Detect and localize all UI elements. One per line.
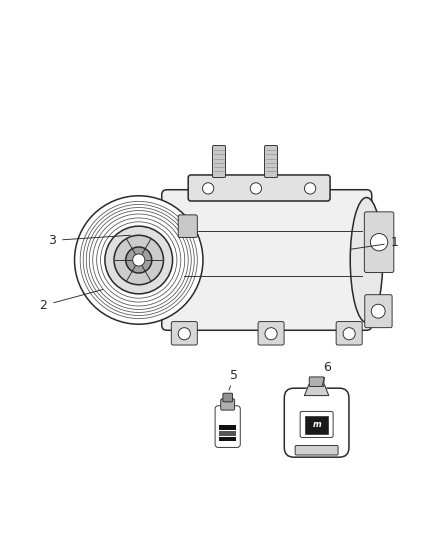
FancyBboxPatch shape xyxy=(171,321,197,345)
Circle shape xyxy=(250,183,261,194)
FancyBboxPatch shape xyxy=(284,388,349,457)
FancyBboxPatch shape xyxy=(305,416,328,433)
FancyBboxPatch shape xyxy=(309,377,324,386)
Text: 6: 6 xyxy=(324,361,332,374)
Circle shape xyxy=(178,328,191,340)
FancyBboxPatch shape xyxy=(223,393,233,402)
FancyBboxPatch shape xyxy=(365,295,392,328)
Text: 1: 1 xyxy=(391,236,399,249)
FancyBboxPatch shape xyxy=(178,215,197,237)
Text: 2: 2 xyxy=(39,299,47,312)
FancyBboxPatch shape xyxy=(258,321,284,345)
FancyBboxPatch shape xyxy=(188,175,330,201)
Circle shape xyxy=(371,304,385,318)
Text: m: m xyxy=(312,421,321,430)
FancyBboxPatch shape xyxy=(295,446,338,455)
Circle shape xyxy=(343,328,355,340)
FancyBboxPatch shape xyxy=(162,190,372,330)
Circle shape xyxy=(202,183,214,194)
FancyBboxPatch shape xyxy=(212,146,226,177)
Circle shape xyxy=(304,183,316,194)
Circle shape xyxy=(265,328,277,340)
Ellipse shape xyxy=(350,198,383,322)
FancyBboxPatch shape xyxy=(336,321,362,345)
FancyBboxPatch shape xyxy=(215,406,240,447)
Polygon shape xyxy=(304,385,329,395)
Circle shape xyxy=(371,233,388,251)
Circle shape xyxy=(133,254,145,266)
Bar xyxy=(219,431,237,435)
Circle shape xyxy=(114,235,163,285)
FancyBboxPatch shape xyxy=(300,411,333,438)
Bar xyxy=(219,425,237,430)
FancyBboxPatch shape xyxy=(364,212,394,272)
FancyBboxPatch shape xyxy=(265,146,278,177)
FancyBboxPatch shape xyxy=(221,399,235,410)
Circle shape xyxy=(105,226,173,294)
Text: 3: 3 xyxy=(48,234,56,247)
Bar xyxy=(219,437,237,441)
Text: 5: 5 xyxy=(230,369,238,382)
Circle shape xyxy=(74,196,203,324)
Circle shape xyxy=(126,247,152,273)
